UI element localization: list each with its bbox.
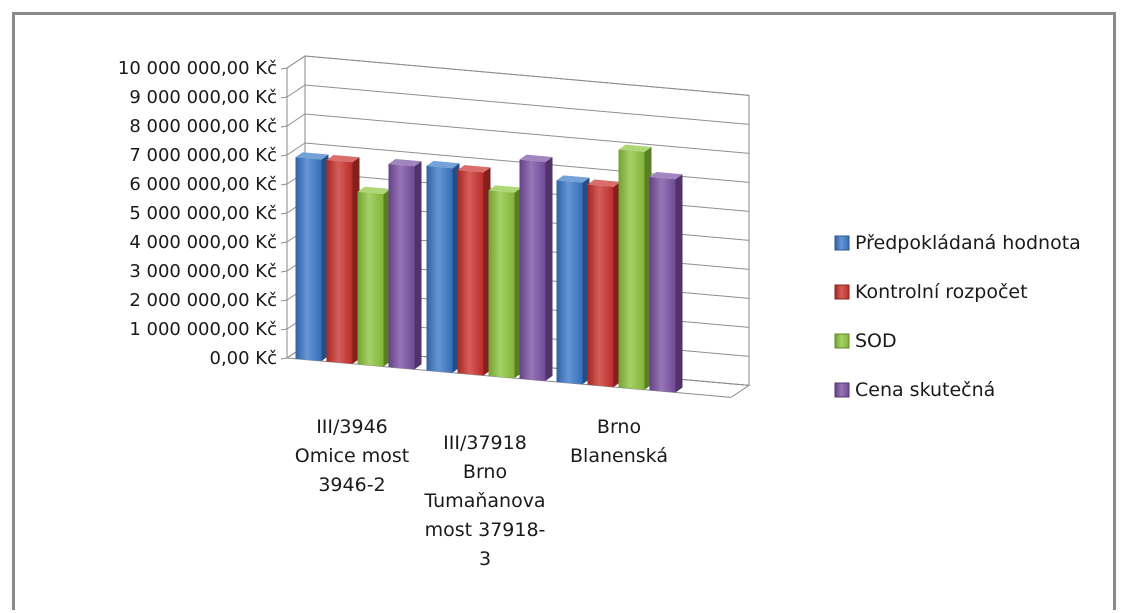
y-tick-label: 7 000 000,00 Kč (129, 145, 277, 166)
legend-item: SOD (834, 330, 897, 352)
legend-item: Kontrolní rozpočet (834, 281, 1028, 303)
y-tick-label: 10 000 000,00 Kč (118, 58, 277, 79)
gridline (280, 84, 750, 125)
bar (556, 175, 590, 385)
y-tick-label: 6 000 000,00 Kč (129, 174, 277, 195)
bars (295, 144, 683, 393)
bar (587, 179, 621, 387)
y-tick-label: 8 000 000,00 Kč (129, 116, 277, 137)
legend-item: Cena skutečná (834, 379, 995, 401)
bar (295, 152, 329, 362)
y-tick-label: 5 000 000,00 Kč (129, 203, 277, 224)
bar (326, 154, 360, 364)
bar (649, 172, 683, 393)
legend-swatch (834, 333, 850, 349)
legend-swatch (834, 382, 850, 398)
bar (488, 185, 522, 379)
y-tick-label: 2 000 000,00 Kč (129, 290, 277, 311)
chart-svg: 0,00 Kč 1 000 000,00 Kč 2 000 000,00 Kč 3 0… (118, 55, 1081, 570)
x-tick-label: III/3946 Omice most 3946-2 (295, 416, 409, 496)
legend-swatch (834, 284, 850, 300)
legend: Předpokládaná hodnota Kontrolní rozpočet S… (834, 232, 1081, 401)
bar (457, 165, 491, 376)
legend-swatch (834, 235, 850, 251)
bar (426, 160, 460, 373)
y-axis: 0,00 Kč 1 000 000,00 Kč 2 000 000,00 Kč 3 0… (118, 58, 277, 369)
chart-frame: 0,00 Kč 1 000 000,00 Kč 2 000 000,00 Kč 3 0… (12, 12, 1116, 610)
bar (519, 154, 553, 381)
y-tick-label: 1 000 000,00 Kč (129, 319, 277, 340)
y-tick-label: 3 000 000,00 Kč (129, 261, 277, 282)
y-tick-label: 9 000 000,00 Kč (129, 87, 277, 108)
gridline (280, 55, 750, 96)
bar (357, 186, 391, 367)
gridline (280, 113, 750, 154)
x-tick-label: III/37918 Brno Tumaňanova most 37918-3 (423, 432, 545, 570)
legend-label: Kontrolní rozpočet (855, 281, 1028, 303)
legend-label: SOD (855, 330, 897, 352)
bar (618, 144, 652, 390)
legend-item: Předpokládaná hodnota (834, 232, 1081, 254)
y-tick-label: 4 000 000,00 Kč (129, 232, 277, 253)
x-tick-label: Brno Blanenská (570, 416, 668, 467)
y-tick-label: 0,00 Kč (210, 348, 278, 369)
bar (388, 159, 422, 370)
legend-label: Cena skutečná (855, 379, 995, 401)
legend-label: Předpokládaná hodnota (855, 232, 1081, 254)
